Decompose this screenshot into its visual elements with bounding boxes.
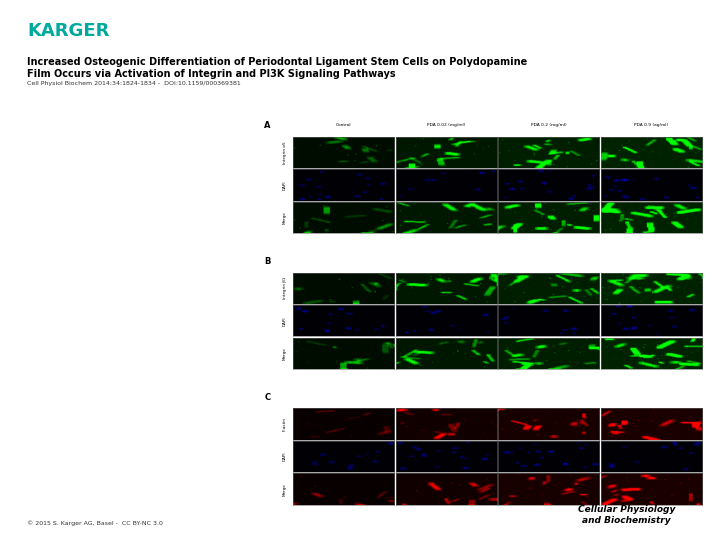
Text: PDA 0.2 (mg/ml): PDA 0.2 (mg/ml) [531,123,567,126]
Text: and Biochemistry: and Biochemistry [582,516,671,525]
Text: Increased Osteogenic Differentiation of Periodontal Ligament Stem Cells on Polyd: Increased Osteogenic Differentiation of … [27,57,528,67]
Text: Merge: Merge [283,211,287,224]
Text: Integrin α5: Integrin α5 [283,141,287,164]
Text: Merge: Merge [283,347,287,360]
Text: © 2015 S. Karger AG, Basel -  CC BY-NC 3.0: © 2015 S. Karger AG, Basel - CC BY-NC 3.… [27,521,163,526]
Text: Control: Control [336,123,351,126]
Text: DAPI: DAPI [283,180,287,190]
Text: Cell Physiol Biochem 2014;34:1824-1834 -  DOI:10.1159/000369381: Cell Physiol Biochem 2014;34:1824-1834 -… [27,81,241,86]
Text: Film Occurs via Activation of Integrin and PI3K Signaling Pathways: Film Occurs via Activation of Integrin a… [27,69,396,79]
Text: Cellular Physiology: Cellular Physiology [577,505,675,514]
Text: A: A [264,122,271,131]
Text: Integrin β1: Integrin β1 [283,277,287,299]
Text: F-actin: F-actin [283,417,287,431]
Text: PDA 0.02 (mg/ml): PDA 0.02 (mg/ml) [427,123,465,126]
Text: KARGER: KARGER [27,22,109,39]
Text: C: C [264,393,271,402]
Text: DAPI: DAPI [283,452,287,461]
Text: PDA 0.9 (ag/ml): PDA 0.9 (ag/ml) [634,123,668,126]
Text: B: B [264,258,271,266]
Text: Merge: Merge [283,483,287,496]
Text: DAPI: DAPI [283,316,287,326]
